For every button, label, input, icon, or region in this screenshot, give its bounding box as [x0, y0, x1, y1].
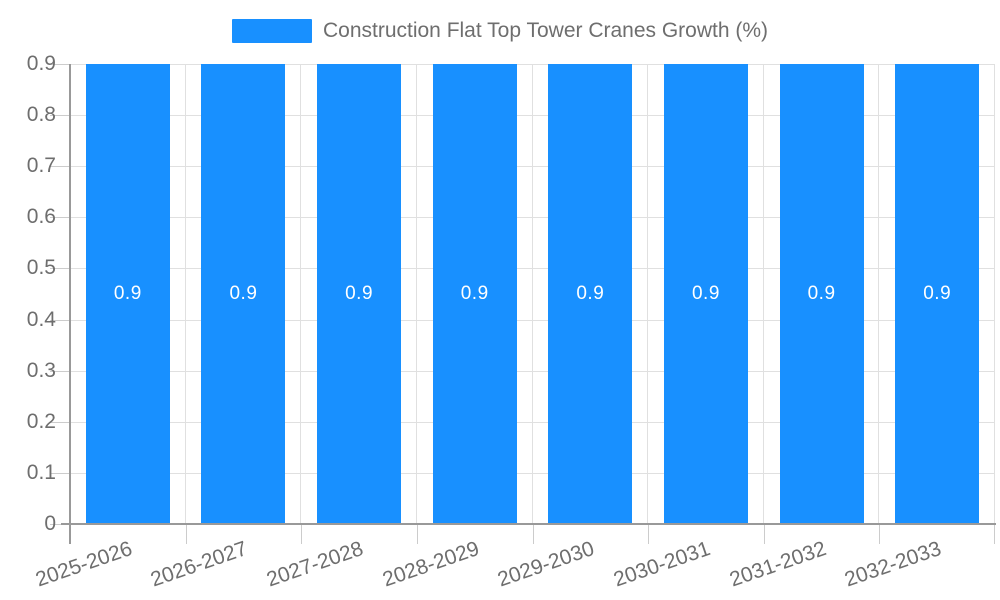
x-gridline — [300, 64, 302, 524]
y-axis-tick-label: 0.1 — [26, 460, 56, 484]
y-axis-tick — [50, 524, 70, 525]
y-axis-tick-label: 0.7 — [26, 154, 56, 178]
x-axis-tick — [301, 524, 303, 544]
x-axis-tick — [185, 524, 187, 544]
bar-value-label: 0.9 — [229, 283, 258, 304]
bar-value-label: 0.9 — [923, 283, 952, 304]
x-gridline — [878, 64, 880, 524]
legend-label[interactable]: Construction Flat Top Tower Cranes Growt… — [322, 19, 769, 42]
y-gridline — [70, 217, 995, 219]
x-gridline — [184, 64, 186, 524]
x-axis-line — [61, 523, 996, 525]
bar[interactable]: 0.9 — [779, 64, 864, 524]
y-axis-tick-label: 0.3 — [26, 358, 56, 382]
legend-swatch[interactable] — [231, 19, 312, 43]
x-gridline — [994, 64, 995, 524]
x-gridline — [415, 64, 417, 524]
bar[interactable]: 0.9 — [432, 64, 517, 524]
bar[interactable]: 0.9 — [548, 64, 633, 524]
y-axis-tick-label: 0.4 — [26, 307, 56, 331]
y-axis-tick-label: 0.8 — [26, 103, 56, 127]
y-gridline — [70, 268, 995, 270]
y-axis-tick — [50, 421, 70, 423]
y-gridline — [70, 370, 995, 372]
y-axis-tick-label: 0.2 — [26, 409, 56, 433]
x-axis-tick — [416, 524, 418, 544]
y-axis-tick — [50, 370, 70, 372]
x-gridline — [762, 64, 764, 524]
bar[interactable]: 0.9 — [895, 64, 980, 524]
x-axis-tick — [763, 524, 765, 544]
y-axis-tick-label: 0 — [44, 512, 56, 535]
y-axis-tick — [50, 115, 70, 117]
bar-value-label: 0.9 — [576, 283, 605, 304]
y-gridline — [70, 166, 995, 168]
y-axis-tick — [50, 217, 70, 219]
y-gridline — [70, 421, 995, 423]
x-gridline — [531, 64, 533, 524]
y-axis-tick — [50, 64, 70, 65]
y-axis-tick — [50, 472, 70, 474]
x-axis-tick — [879, 524, 881, 544]
bar[interactable]: 0.9 — [317, 64, 402, 524]
bar-value-label: 0.9 — [345, 283, 374, 304]
bar[interactable]: 0.9 — [663, 64, 748, 524]
y-axis-line — [69, 64, 71, 544]
plot-area: 0.9 0.9 0.9 0.9 0.9 0.9 0.9 0.9 — [50, 64, 996, 544]
y-axis-tick — [50, 319, 70, 321]
y-gridline — [70, 319, 995, 321]
bar[interactable]: 0.9 — [201, 64, 286, 524]
y-axis-tick-label: 0.6 — [26, 205, 56, 229]
y-gridline — [70, 64, 995, 65]
y-axis-tick — [50, 268, 70, 270]
bar-value-label: 0.9 — [113, 283, 142, 304]
legend: Construction Flat Top Tower Cranes Growt… — [0, 17, 1000, 45]
x-axis-tick — [994, 524, 995, 544]
y-gridline — [70, 472, 995, 474]
x-axis-tick — [532, 524, 534, 544]
bar[interactable]: 0.9 — [85, 64, 170, 524]
y-axis-tick-label: 0.9 — [26, 52, 56, 75]
x-axis-tick — [648, 524, 650, 544]
bar-value-label: 0.9 — [460, 283, 489, 304]
bar-value-label: 0.9 — [691, 283, 720, 304]
y-gridline — [70, 115, 995, 117]
y-axis-tick — [50, 166, 70, 168]
x-gridline — [647, 64, 649, 524]
bar-value-label: 0.9 — [807, 283, 836, 304]
y-axis-tick-label: 0.5 — [26, 256, 56, 280]
